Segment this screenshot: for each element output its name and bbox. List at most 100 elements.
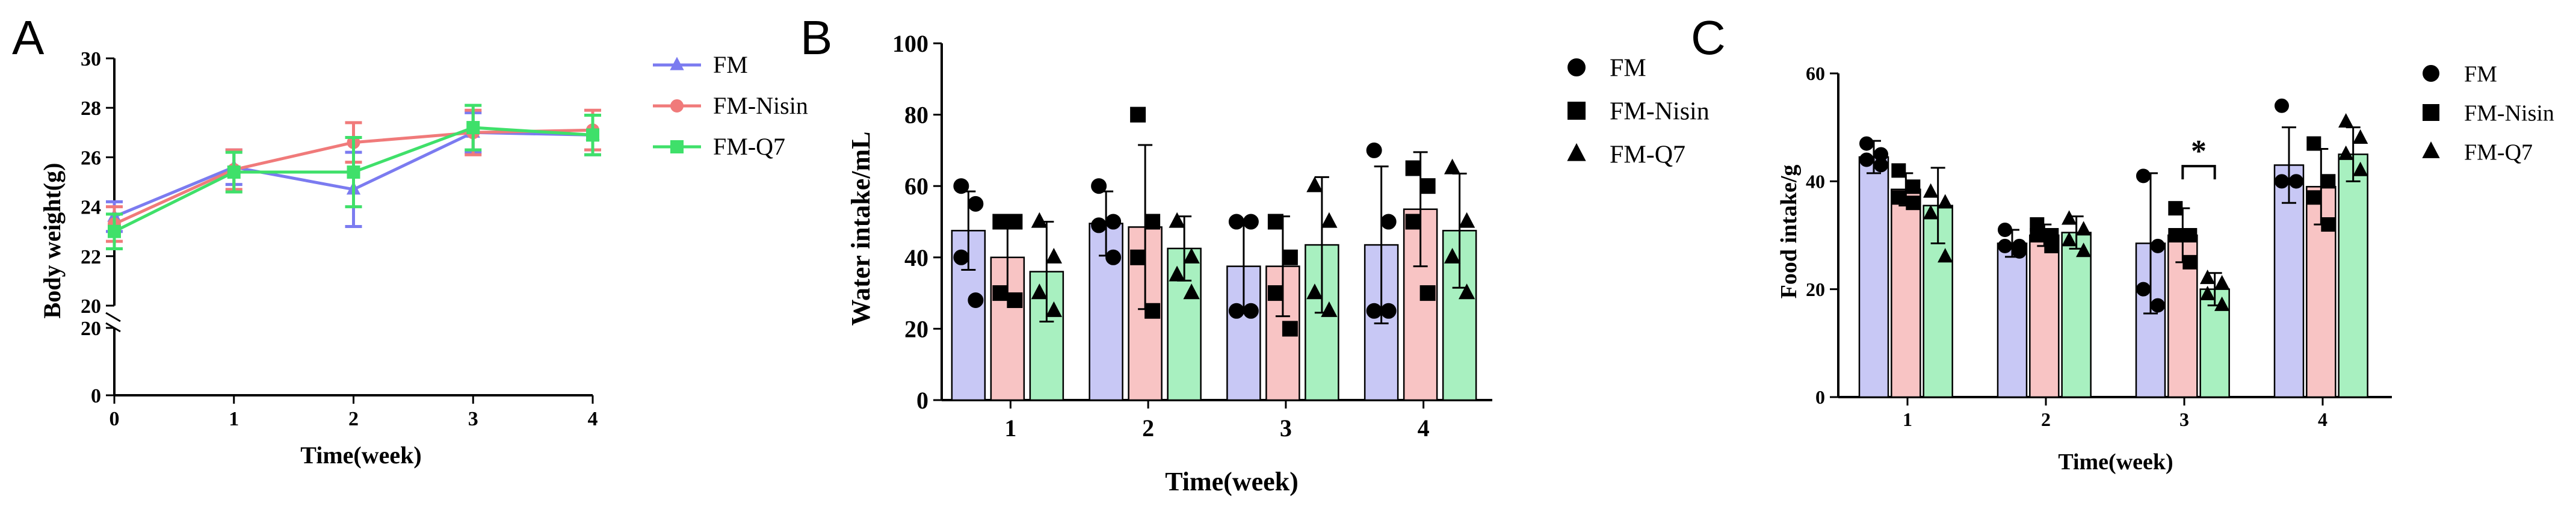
panel-c-data-point	[2044, 238, 2059, 253]
panel-b-series-fm	[951, 142, 1399, 401]
panel-b-data-point	[1267, 214, 1283, 230]
panel-c-data-point	[2338, 113, 2354, 128]
panel-c-x-tick-label: 4	[2318, 409, 2327, 430]
panel-b-data-point	[1045, 247, 1063, 264]
panel-b-data-point	[1267, 285, 1283, 301]
panel-b-data-point	[1306, 283, 1323, 300]
panel-b-axes: 0 20 40 60 80 100 1 2 3 4	[892, 30, 1492, 442]
panel-b-x-tick-label: 4	[1418, 415, 1430, 442]
panel-a-legend-marker	[670, 140, 684, 153]
panel-a-point	[227, 165, 241, 179]
panel-c-bar	[2338, 153, 2368, 398]
panel-b-bars	[951, 106, 1477, 401]
panel-c-data-point	[2353, 129, 2368, 144]
panel-a-ylabel: Body weight(g)	[39, 163, 66, 319]
panel-b-legend-marker	[1568, 58, 1586, 76]
panel-c-significance: *	[2181, 134, 2216, 180]
panel-c-data-point	[1891, 163, 1906, 178]
panel-c-y-tick-label: 0	[1815, 386, 1825, 408]
panel-b-data-point	[1366, 142, 1382, 158]
panel-letter-a: A	[12, 11, 45, 64]
panel-a-y-tick-label: 22	[81, 246, 101, 268]
panel-b-legend-label: FM-Q7	[1610, 141, 1685, 169]
panel-b-data-point	[1419, 178, 1436, 194]
panel-a-x-tick-label: 1	[229, 408, 239, 430]
panel-b-data-point	[992, 285, 1008, 301]
panel-a-point	[586, 128, 599, 142]
panel-c-significance-label: *	[2191, 134, 2207, 168]
panel-b-y-tick-label: 40	[904, 244, 928, 271]
panel-a-x-tick-label: 2	[348, 408, 359, 430]
panel-b-data-point	[1144, 303, 1161, 319]
panel-c-data-point	[2151, 238, 2165, 253]
panel-b: B Water intake/mL Time(week) 0 20 40 60 80 10…	[800, 11, 1710, 496]
panel-b-legend-marker	[1568, 102, 1586, 120]
panel-letter-c: C	[1691, 11, 1726, 64]
panel-c-data-point	[2062, 210, 2077, 225]
panel-b-data-point	[1183, 283, 1200, 300]
panel-c-y-tick-label: 40	[1806, 171, 1825, 193]
panel-c-data-point	[1891, 190, 1906, 205]
panel-b-data-point	[1380, 303, 1397, 319]
panel-c-data-point	[2214, 296, 2230, 311]
panel-c-data-point	[2275, 174, 2289, 189]
panel-b-data-point	[1105, 214, 1122, 230]
panel-c-bar	[1858, 156, 1889, 398]
panel-a-x-tick-label: 4	[588, 408, 598, 430]
panel-a-y-tick-label: 20	[81, 295, 101, 318]
panel-a-axis-break	[105, 312, 121, 322]
panel-c-data-point	[2136, 168, 2151, 184]
panel-c-data-point	[2168, 228, 2183, 242]
panel-b-data-point	[1169, 212, 1185, 228]
panel-c-data-point	[2306, 136, 2321, 151]
panel-b-data-point	[1458, 212, 1475, 228]
panel-b-y-tick-label: 60	[904, 173, 928, 200]
panel-c-bar	[1891, 188, 1921, 398]
panel-c-bar	[2135, 242, 2166, 398]
panel-c-legend-label: FM-Q7	[2464, 140, 2533, 165]
panel-b-data-point	[1405, 160, 1421, 176]
panel-a: A Body weight(g) Time(week) 202224262830…	[12, 11, 808, 469]
panel-c-data-point	[2062, 232, 2077, 247]
panel-b-data-point	[1169, 265, 1185, 282]
panel-a-y-tick-label: 20	[81, 318, 101, 340]
panel-c-data-point	[2151, 298, 2165, 313]
panel-a-y-tick-label: 24	[81, 197, 101, 219]
panel-a-y-tick-label: 0	[91, 385, 101, 407]
panel-c-data-point	[2321, 174, 2336, 189]
panel-c-xlabel: Time(week)	[2058, 449, 2173, 475]
panel-b-data-point	[1228, 303, 1244, 319]
panel-c-x-tick-label: 1	[1903, 409, 1912, 430]
panel-c-series-fm-q7	[1923, 113, 2368, 398]
panel-b-y-tick-label: 20	[904, 315, 928, 342]
panel-b-series-fm-q7	[1029, 158, 1477, 401]
panel-c-data-point	[2076, 242, 2092, 258]
panel-b-data-point	[1380, 214, 1397, 230]
panel-b-data-point	[968, 292, 984, 308]
panel-b-x-tick-label: 2	[1142, 415, 1154, 442]
panel-c-data-point	[1998, 238, 2012, 253]
panel-a-legend-label: FM	[713, 51, 748, 78]
panel-letter-b: B	[800, 11, 832, 64]
panel-b-data-point	[1045, 301, 1063, 317]
panel-c-legend-marker	[2422, 141, 2440, 158]
panel-a-xlabel: Time(week)	[300, 442, 421, 469]
panel-c-data-point	[1998, 223, 2012, 238]
panel-b-data-point	[1458, 283, 1475, 300]
panel-c: C Food intake/g Time(week) 0 20 40 60 1 2 3 4 *…	[1691, 11, 2554, 475]
panel-c-data-point	[2200, 285, 2216, 300]
panel-a-y-tick-label: 28	[81, 97, 101, 120]
panel-b-xlabel: Time(week)	[1165, 467, 1299, 496]
panel-c-bars	[1858, 98, 2368, 398]
panel-b-data-point	[1366, 303, 1382, 319]
panel-c-data-point	[2275, 98, 2289, 113]
panel-c-data-point	[2076, 221, 2092, 236]
panel-c-significance-bracket	[2181, 165, 2216, 180]
panel-a-y-tick-label: 26	[81, 147, 101, 169]
panel-c-x-tick-label: 3	[2179, 409, 2189, 430]
panel-b-data-point	[1130, 106, 1146, 123]
panel-c-data-point	[2168, 201, 2183, 216]
panel-b-data-point	[1243, 214, 1259, 230]
panel-c-data-point	[1938, 194, 1953, 209]
